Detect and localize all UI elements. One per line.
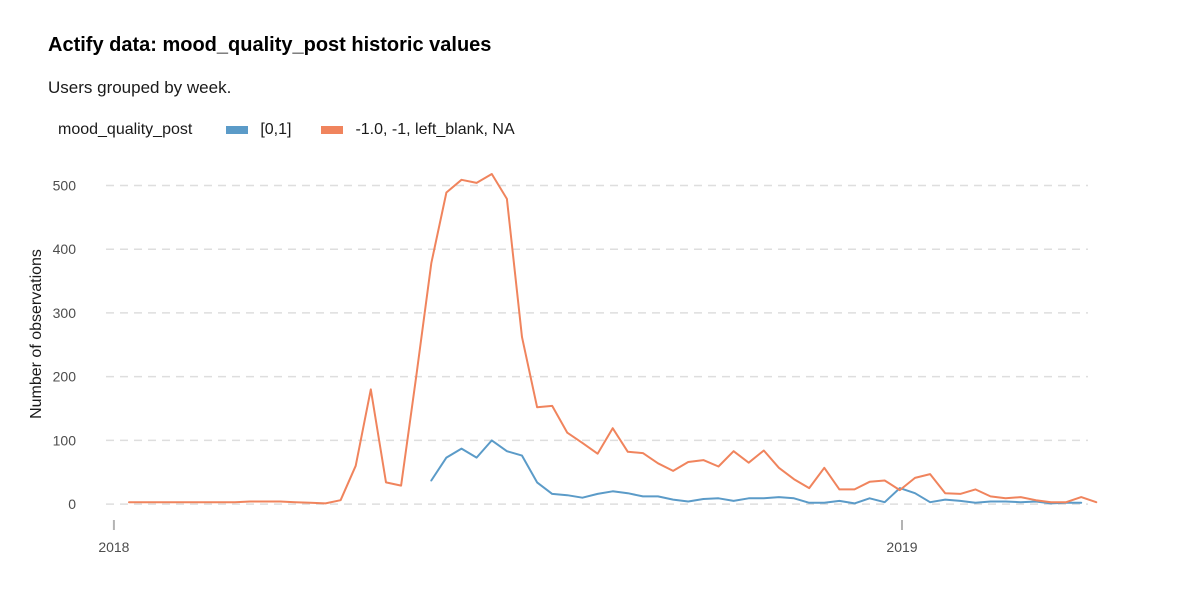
y-tick-label-400: 400 — [53, 241, 77, 257]
y-tick-label-100: 100 — [53, 432, 77, 448]
y-tick-label-500: 500 — [53, 177, 77, 193]
y-tick-label-300: 300 — [53, 305, 77, 321]
grid-layer — [106, 184, 1088, 505]
x-tick-label-2019: 2019 — [886, 539, 917, 555]
legend-title: mood_quality_post — [58, 121, 193, 138]
axis-layer: 0 100 200 300 400 500 2018 2019 — [53, 177, 918, 555]
x-tick-label-2018: 2018 — [98, 539, 129, 555]
chart-subtitle: Users grouped by week. — [48, 78, 232, 97]
y-tick-label-200: 200 — [53, 369, 77, 385]
legend-item-missing: -1.0, -1, left_blank, NA — [321, 121, 515, 139]
legend-label-missing: -1.0, -1, left_blank, NA — [355, 121, 515, 138]
legend-label-range: [0,1] — [260, 121, 292, 138]
y-axis-title: Number of observations — [28, 249, 45, 419]
legend-swatch-range — [226, 126, 249, 134]
legend-swatch-missing — [321, 126, 344, 134]
series-layer — [128, 173, 1098, 505]
y-tick-label-0: 0 — [68, 496, 76, 512]
chart-title: Actify data: mood_quality_post historic … — [48, 34, 492, 56]
series-line-0 — [430, 439, 1083, 505]
legend-item-range: [0,1] — [226, 121, 291, 139]
chart-legend: mood_quality_post [0,1] -1.0, -1, left_b… — [58, 121, 545, 139]
series-line-1 — [128, 173, 1098, 505]
